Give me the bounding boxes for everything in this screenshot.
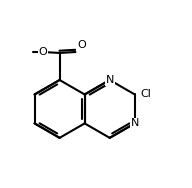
Text: O: O: [77, 40, 86, 50]
Text: Cl: Cl: [140, 89, 151, 99]
Text: N: N: [106, 75, 114, 85]
Text: O: O: [38, 47, 47, 57]
Text: N: N: [131, 118, 139, 128]
